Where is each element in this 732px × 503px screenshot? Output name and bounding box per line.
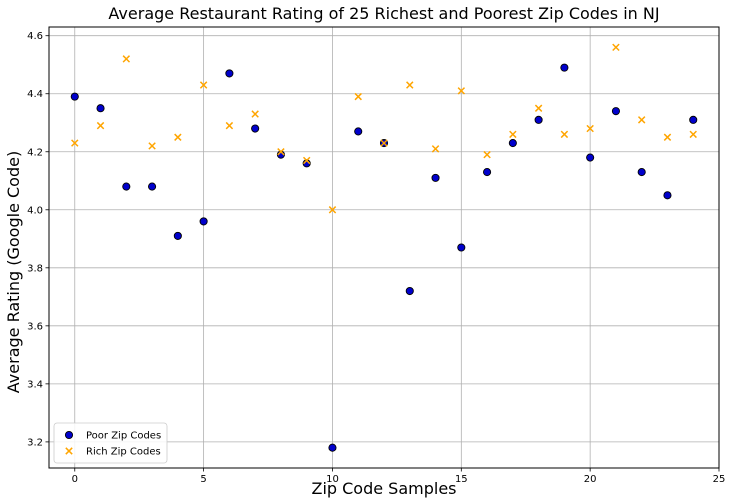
rich-point xyxy=(586,124,594,133)
poor-point xyxy=(689,115,698,124)
poor-point xyxy=(534,115,543,124)
rich-point xyxy=(457,87,466,95)
rich-point xyxy=(302,156,311,165)
y-tick-label: 3.2 xyxy=(27,437,43,448)
legend: Poor Zip Codes Rich Zip Codes xyxy=(53,422,168,464)
poor-point xyxy=(431,173,440,182)
poor-point xyxy=(225,69,234,78)
rich-point xyxy=(96,121,105,130)
poor-point xyxy=(328,443,337,452)
x-tick-label: 20 xyxy=(584,474,597,485)
y-tick-label: 3.6 xyxy=(27,321,43,332)
x-axis-label: Zip Code Samples xyxy=(311,479,456,498)
rich-point xyxy=(251,110,259,118)
legend-entry: Rich Zip Codes xyxy=(65,447,161,458)
rich-point xyxy=(174,133,182,141)
rich-point xyxy=(509,130,517,139)
y-tick-label: 4.4 xyxy=(27,89,43,100)
rich-point xyxy=(277,148,285,156)
y-tick-label: 4.0 xyxy=(27,205,43,216)
rich-point xyxy=(380,139,388,147)
rich-point xyxy=(689,130,697,139)
poor-point xyxy=(122,182,131,191)
poor-point xyxy=(251,124,260,133)
rich-point xyxy=(71,139,79,147)
rich-point xyxy=(122,55,131,63)
poor-point xyxy=(457,243,466,252)
y-tick-label: 3.4 xyxy=(27,379,43,390)
poor-point xyxy=(483,168,492,177)
poor-point xyxy=(96,104,105,113)
rich-point xyxy=(483,150,491,159)
poor-point xyxy=(199,217,208,226)
rich-point xyxy=(534,104,543,112)
y-axis-label: Average Rating (Google Code) xyxy=(4,151,23,393)
series-layer xyxy=(70,43,698,452)
rich-point xyxy=(663,133,672,141)
poor-point xyxy=(405,286,414,296)
legend-entry: Poor Zip Codes xyxy=(64,430,161,442)
plot-frame xyxy=(48,26,720,469)
series-poor xyxy=(70,63,698,452)
poor-point xyxy=(148,182,157,191)
rich-point xyxy=(65,447,73,455)
rich-point xyxy=(199,81,208,89)
poor-point xyxy=(64,430,74,440)
poor-point xyxy=(637,168,646,177)
poor-point xyxy=(173,231,182,240)
poor-point xyxy=(354,127,363,136)
rich-point xyxy=(354,92,362,101)
legend-box xyxy=(53,422,168,464)
rich-point xyxy=(637,116,646,124)
x-tick-label: 15 xyxy=(455,474,468,485)
rich-point xyxy=(328,206,337,214)
poor-point xyxy=(70,92,79,101)
series-rich xyxy=(71,43,697,214)
chart-title: Average Restaurant Rating of 25 Richest … xyxy=(108,4,659,23)
poor-point xyxy=(586,153,595,162)
legend-label: Rich Zip Codes xyxy=(86,447,161,458)
x-tick-label: 25 xyxy=(713,474,726,485)
grid xyxy=(49,27,720,468)
x-tick-label: 10 xyxy=(326,474,339,485)
poor-point xyxy=(560,63,569,72)
legend-label: Poor Zip Codes xyxy=(86,431,161,442)
x-tick-label: 0 xyxy=(72,474,78,485)
x-tick-labels: 0 5 10 15 20 25 xyxy=(72,468,726,485)
rich-point xyxy=(431,145,440,153)
rich-point xyxy=(406,81,414,89)
x-tick-label: 5 xyxy=(200,474,206,485)
poor-point xyxy=(663,191,672,200)
rich-point xyxy=(148,142,156,150)
poor-point xyxy=(611,107,620,116)
y-tick-label: 3.8 xyxy=(27,263,43,274)
y-tick-label: 4.2 xyxy=(27,147,43,158)
rich-point xyxy=(612,43,620,52)
rich-point xyxy=(560,130,569,139)
poor-point xyxy=(508,139,517,148)
y-tick-labels: 3.2 3.4 3.6 3.8 4.0 4.2 4.4 4.6 xyxy=(27,31,49,448)
rich-point xyxy=(225,121,234,130)
y-tick-label: 4.6 xyxy=(27,31,43,42)
